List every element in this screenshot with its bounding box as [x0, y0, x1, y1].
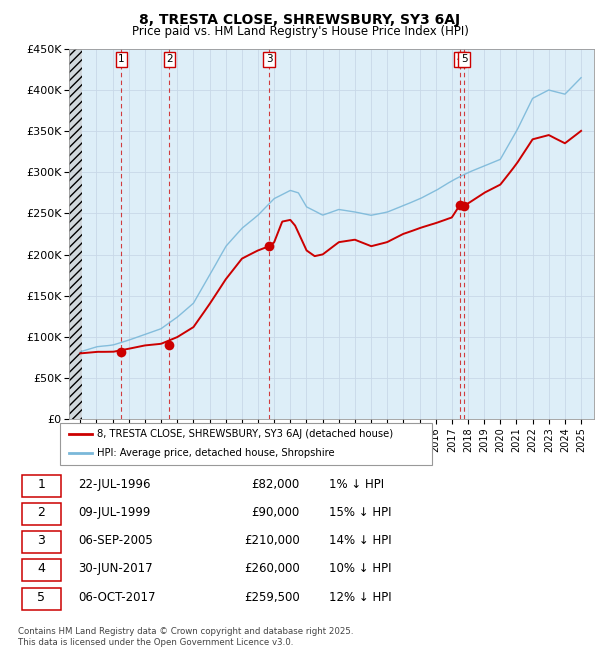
FancyBboxPatch shape [22, 474, 61, 497]
Text: 1: 1 [118, 55, 125, 64]
Text: 8, TRESTA CLOSE, SHREWSBURY, SY3 6AJ: 8, TRESTA CLOSE, SHREWSBURY, SY3 6AJ [139, 13, 461, 27]
Text: 3: 3 [266, 55, 272, 64]
FancyBboxPatch shape [22, 531, 61, 553]
Text: HPI: Average price, detached house, Shropshire: HPI: Average price, detached house, Shro… [97, 448, 335, 458]
Text: £259,500: £259,500 [244, 591, 300, 604]
Text: 12% ↓ HPI: 12% ↓ HPI [329, 591, 391, 604]
Text: 06-SEP-2005: 06-SEP-2005 [78, 534, 153, 547]
Text: 5: 5 [37, 591, 46, 604]
Text: Price paid vs. HM Land Registry's House Price Index (HPI): Price paid vs. HM Land Registry's House … [131, 25, 469, 38]
Text: 10% ↓ HPI: 10% ↓ HPI [329, 562, 391, 575]
Text: 30-JUN-2017: 30-JUN-2017 [78, 562, 153, 575]
Text: 3: 3 [37, 534, 46, 547]
Text: 15% ↓ HPI: 15% ↓ HPI [329, 506, 391, 519]
Text: 8, TRESTA CLOSE, SHREWSBURY, SY3 6AJ (detached house): 8, TRESTA CLOSE, SHREWSBURY, SY3 6AJ (de… [97, 429, 394, 439]
Text: 4: 4 [457, 55, 463, 64]
Text: 1% ↓ HPI: 1% ↓ HPI [329, 478, 384, 491]
Text: 09-JUL-1999: 09-JUL-1999 [78, 506, 151, 519]
Text: 06-OCT-2017: 06-OCT-2017 [78, 591, 156, 604]
Text: 5: 5 [461, 55, 467, 64]
Bar [69, 49, 82, 419]
Text: 2: 2 [166, 55, 173, 64]
Text: 4: 4 [37, 562, 46, 575]
Text: £260,000: £260,000 [244, 562, 300, 575]
Text: £210,000: £210,000 [244, 534, 300, 547]
FancyBboxPatch shape [22, 503, 61, 525]
Text: 22-JUL-1996: 22-JUL-1996 [78, 478, 151, 491]
Text: Contains HM Land Registry data © Crown copyright and database right 2025.
This d: Contains HM Land Registry data © Crown c… [18, 627, 353, 647]
Text: £90,000: £90,000 [252, 506, 300, 519]
Text: 2: 2 [37, 506, 46, 519]
FancyBboxPatch shape [22, 560, 61, 582]
Text: 1: 1 [37, 478, 46, 491]
FancyBboxPatch shape [22, 588, 61, 610]
FancyBboxPatch shape [60, 422, 432, 465]
Text: £82,000: £82,000 [252, 478, 300, 491]
Text: 14% ↓ HPI: 14% ↓ HPI [329, 534, 391, 547]
